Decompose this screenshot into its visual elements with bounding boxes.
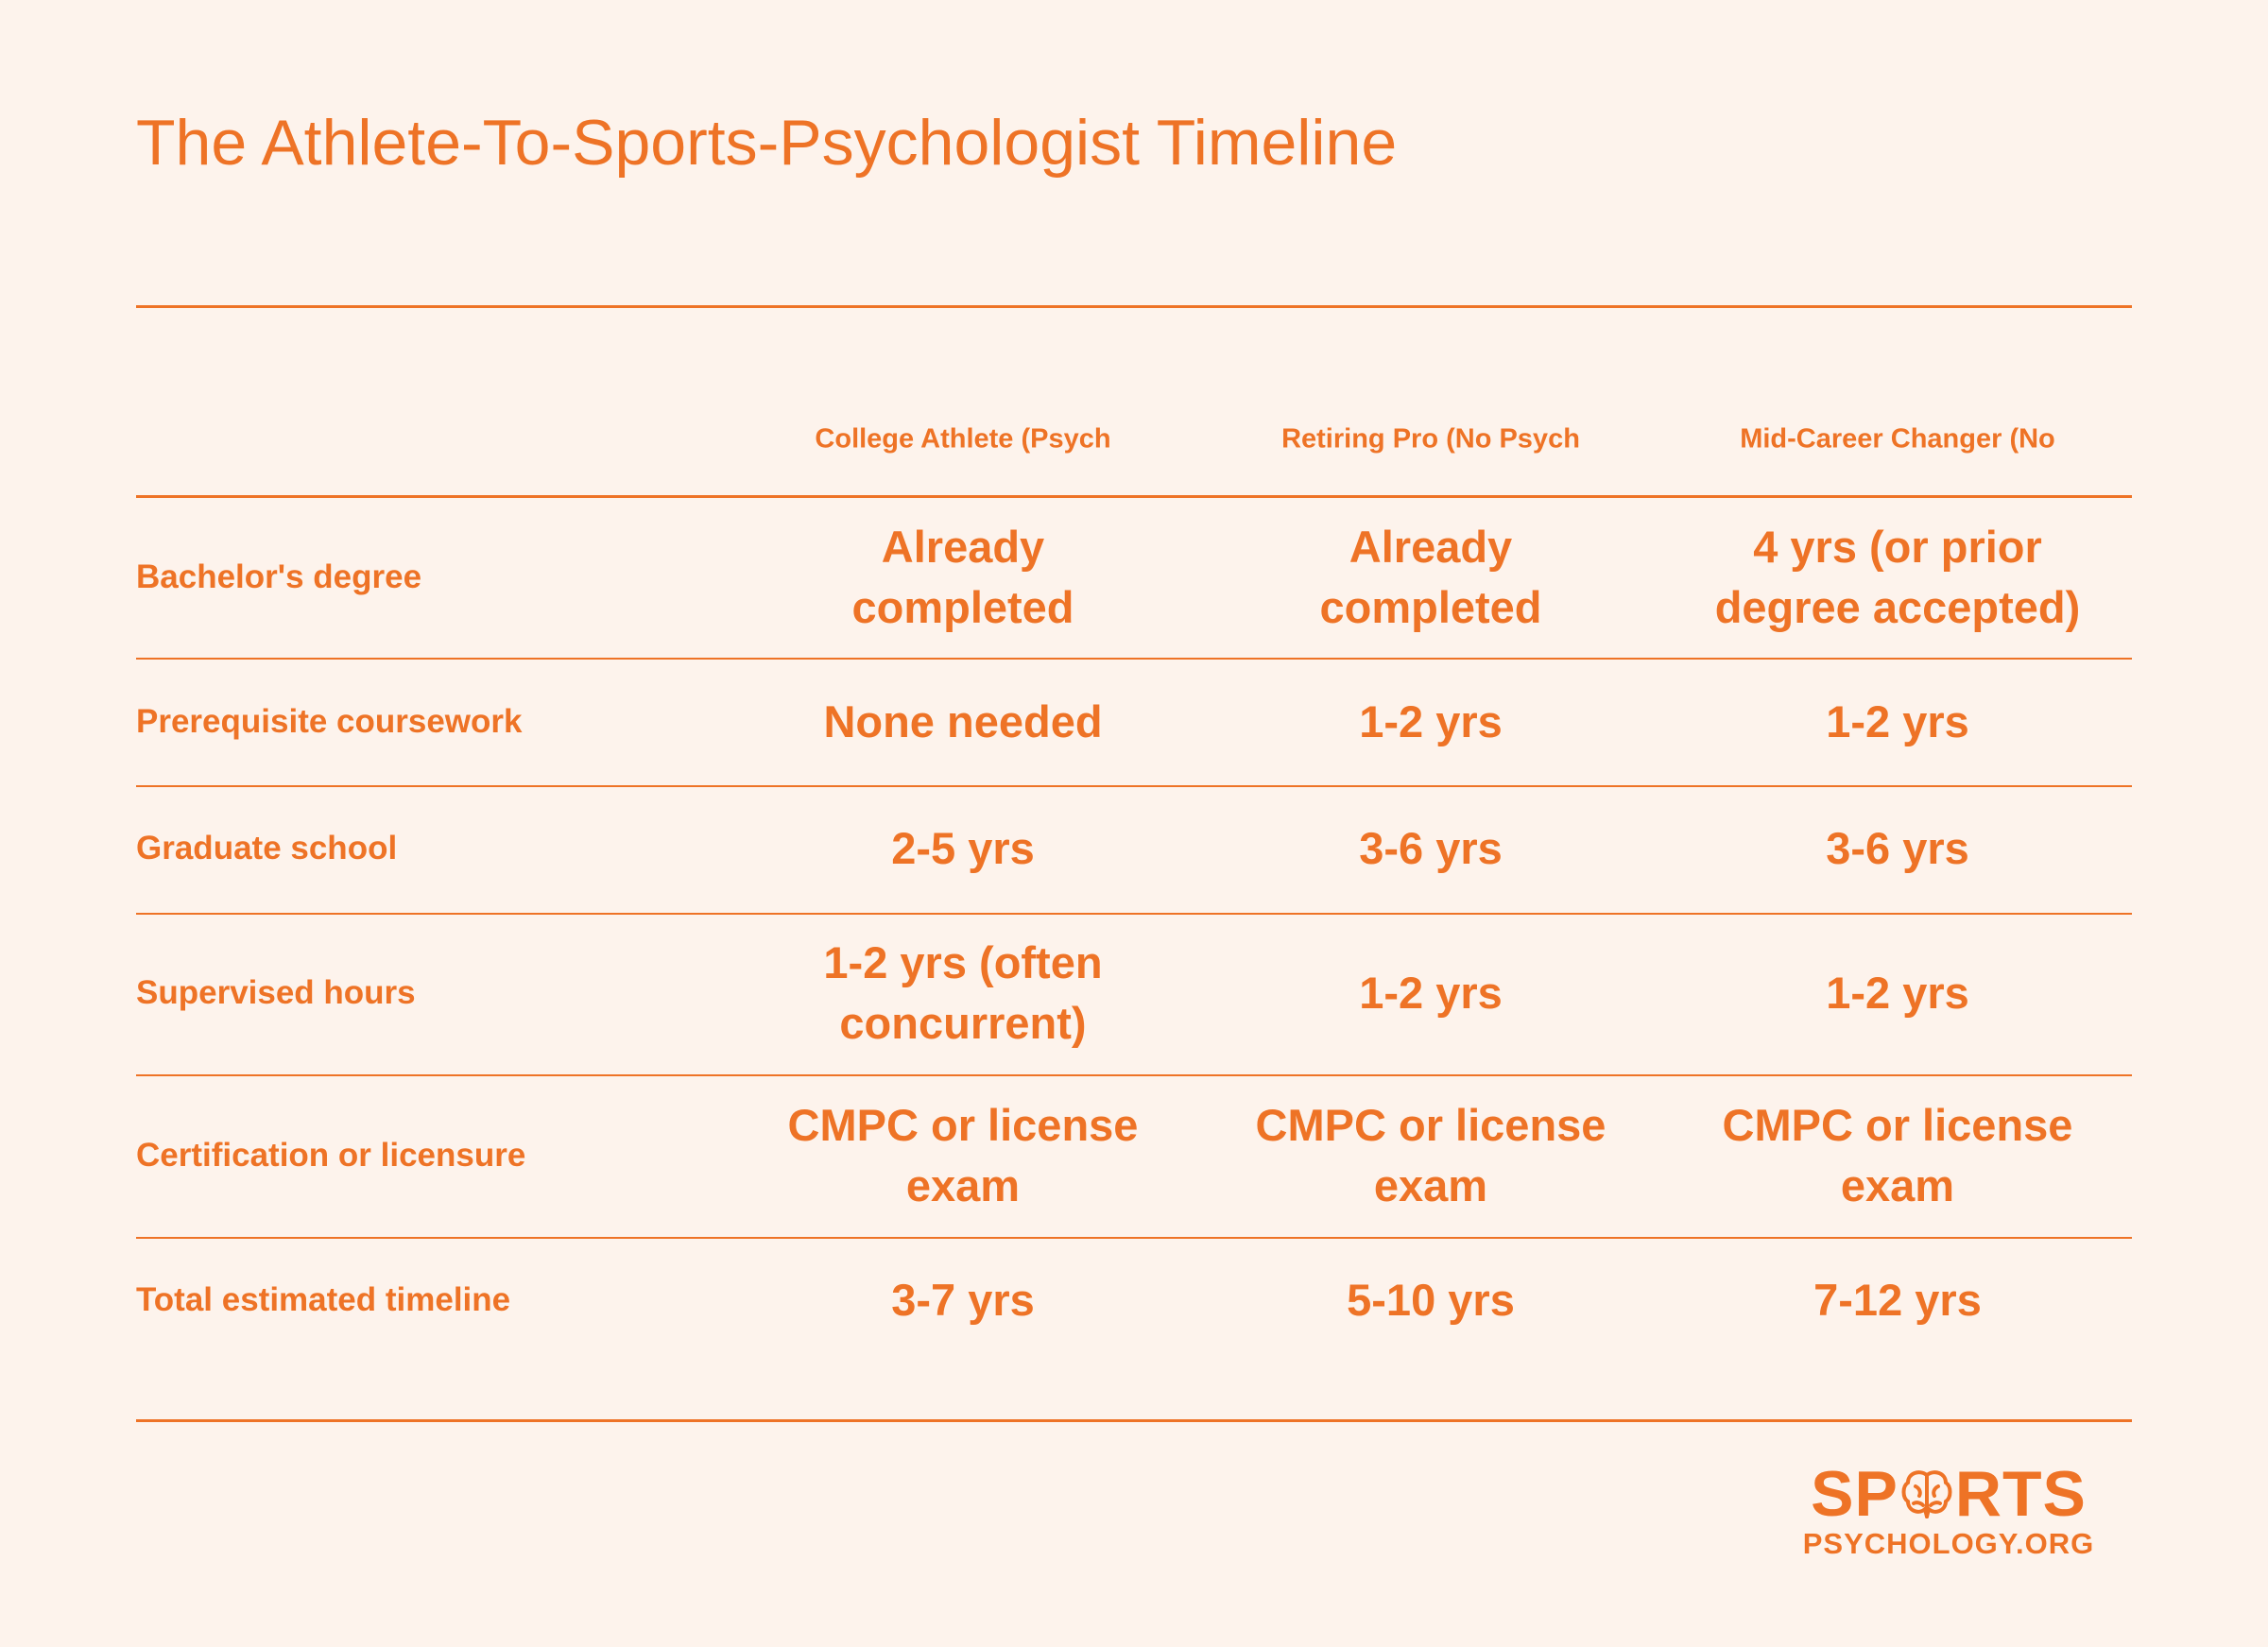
table-cell: 1-2 yrs (1359, 696, 1503, 746)
table-cell: 4 yrs (or prior degree accepted) (1714, 522, 2081, 632)
table-cell: 1-2 yrs (1826, 696, 1969, 746)
table-cell: CMPC or license exam (1722, 1100, 2073, 1210)
table-cell: CMPC or license exam (1255, 1100, 1606, 1210)
brain-icon (1901, 1470, 1952, 1518)
row-divider (136, 1074, 2132, 1076)
top-rule (136, 305, 2132, 308)
table-cell: 3-7 yrs (891, 1275, 1035, 1325)
row-label: Supervised hours (136, 974, 416, 1011)
row-divider (136, 913, 2132, 915)
logo-wordmark: SP RTS (1783, 1460, 2114, 1528)
column-header: College Athlete (Psych (815, 423, 1111, 455)
logo-domain: PSYCHOLOGY.ORG (1802, 1527, 2095, 1560)
row-label: Total estimated timeline (136, 1281, 511, 1318)
table-cell: 7-12 yrs (1813, 1275, 1982, 1325)
column-header: Mid-Career Changer (No (1740, 423, 2055, 455)
table-cell: 5-10 yrs (1347, 1275, 1515, 1325)
title: The Athlete-To-Sports-Psychologist Timel… (136, 107, 1398, 179)
header-rule (136, 495, 2132, 498)
table-cell: 1-2 yrs (1826, 968, 1969, 1018)
logo: SP RTS PSYCHOLOGY.ORG (1783, 1460, 2114, 1560)
column-header: Retiring Pro (No Psych (1281, 423, 1580, 455)
table-cell: Already completed (851, 522, 1074, 632)
table-cell: None needed (823, 696, 1103, 746)
table-cell: 3-6 yrs (1359, 823, 1503, 873)
logo-text: RTS (1954, 1458, 2087, 1530)
table-cell: 1-2 yrs (1359, 968, 1503, 1018)
table-cell: CMPC or license exam (787, 1100, 1139, 1210)
bottom-rule (136, 1419, 2132, 1422)
row-label: Bachelor's degree (136, 558, 422, 595)
row-label: Certification or licensure (136, 1137, 526, 1174)
row-label: Prerequisite coursework (136, 703, 523, 740)
table-cell: Already completed (1319, 522, 1542, 632)
row-divider (136, 785, 2132, 787)
table-cell: 3-6 yrs (1826, 823, 1969, 873)
logo-text: SP (1811, 1458, 1899, 1530)
row-divider (136, 1237, 2132, 1239)
row-label: Graduate school (136, 830, 398, 866)
row-divider (136, 658, 2132, 660)
table-cell: 2-5 yrs (891, 823, 1035, 873)
table-cell: 1-2 yrs (often concurrent) (823, 937, 1103, 1048)
